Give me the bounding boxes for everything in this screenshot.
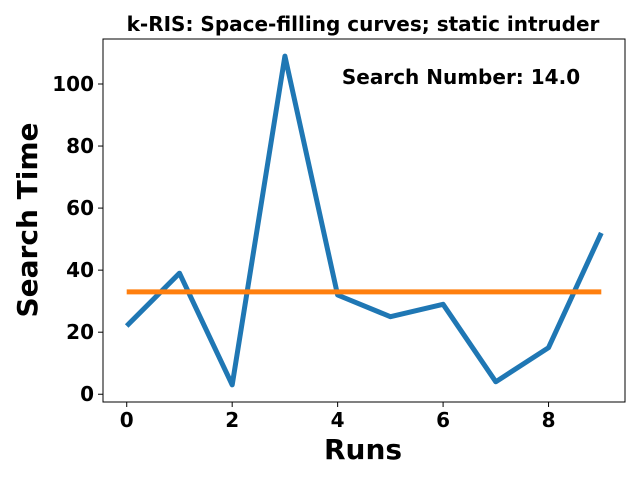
y-tick-label: 100 — [52, 72, 94, 96]
axes-frame — [102, 38, 626, 403]
y-tick-label: 20 — [66, 320, 94, 344]
x-tick-label: 6 — [436, 408, 450, 432]
series-line-0 — [124, 53, 604, 388]
y-tick-label: 0 — [80, 382, 94, 406]
y-tick-label: 80 — [66, 134, 94, 158]
x-tick-label: 8 — [542, 408, 556, 432]
chart-title: k-RIS: Space-filling curves; static intr… — [127, 12, 600, 36]
x-axis-label: Runs — [324, 433, 402, 466]
y-tick-label: 40 — [66, 258, 94, 282]
search-number-annotation: Search Number: 14.0 — [342, 65, 580, 89]
x-tick-label: 2 — [225, 408, 239, 432]
y-tick-label: 60 — [66, 196, 94, 220]
x-tick-label: 0 — [120, 408, 134, 432]
y-axis-label: Search Time — [11, 122, 44, 317]
x-tick-label: 4 — [331, 408, 345, 432]
